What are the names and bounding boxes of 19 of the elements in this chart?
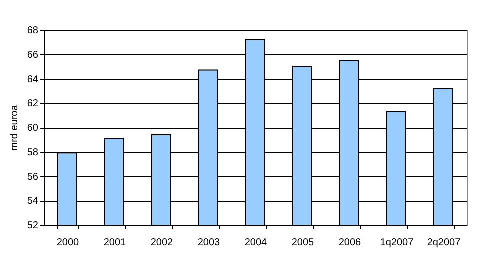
y-tick-label: 66: [27, 50, 39, 61]
x-tick-label: 1q2007: [380, 238, 414, 248]
x-tick-label: 2000: [56, 238, 80, 248]
y-tick-label: 68: [27, 26, 39, 36]
y-tick-label: 62: [27, 98, 39, 110]
y-tick-label: 56: [27, 172, 39, 183]
y-axis-title: mrd euroa: [9, 104, 20, 151]
y-tick-label: 54: [27, 196, 39, 208]
x-tick-label: 2001: [104, 238, 127, 248]
y-tick-label: 58: [27, 147, 39, 158]
x-tick-label: 2005: [292, 238, 315, 248]
x-tick-label: 2006: [338, 238, 362, 248]
x-tick-label: 2002: [150, 238, 174, 248]
x-tick-label: 2003: [198, 238, 221, 248]
x-tick-label: 2004: [244, 238, 268, 248]
x-tick-label: 2q2007: [427, 238, 462, 248]
y-tick-label: 64: [27, 74, 39, 86]
y-tick-label: 52: [27, 220, 39, 232]
y-tick-label: 60: [27, 123, 39, 134]
